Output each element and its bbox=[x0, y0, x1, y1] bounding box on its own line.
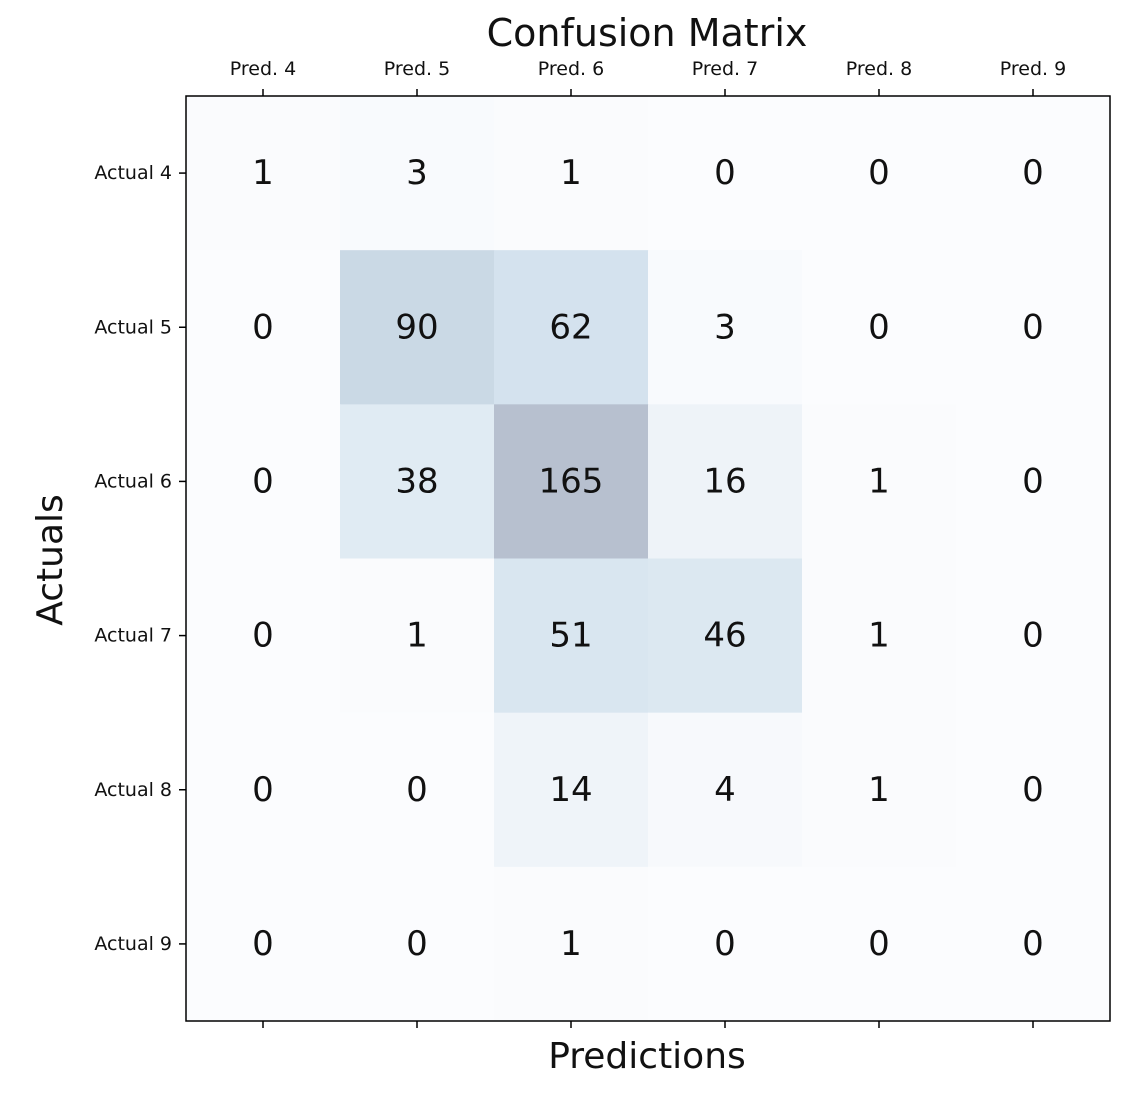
heatmap-cell bbox=[494, 712, 649, 868]
cell-value-label: 0 bbox=[714, 924, 736, 964]
cell-value-label: 0 bbox=[1022, 153, 1044, 193]
cell-value-label: 0 bbox=[1022, 307, 1044, 347]
heatmap-cell bbox=[494, 558, 649, 714]
cell-value-label: 51 bbox=[549, 616, 592, 656]
cell-value-label: 1 bbox=[252, 153, 274, 193]
y-tick-label: Actual 8 bbox=[94, 779, 172, 801]
x-tick-label: Pred. 5 bbox=[384, 58, 450, 80]
cell-value-label: 1 bbox=[560, 153, 582, 193]
x-tick-label: Pred. 7 bbox=[692, 58, 758, 80]
heatmap-cell bbox=[494, 404, 649, 559]
cell-value-label: 165 bbox=[539, 461, 604, 501]
heatmap-cell bbox=[802, 712, 957, 868]
x-tick-label: Pred. 6 bbox=[538, 58, 604, 80]
heatmap-cell bbox=[648, 712, 803, 868]
cell-value-label: 0 bbox=[406, 924, 428, 964]
heatmap-cell bbox=[648, 558, 803, 714]
chart-title: Confusion Matrix bbox=[487, 11, 808, 55]
cells-layer bbox=[186, 96, 1111, 1022]
heatmap-cell bbox=[186, 558, 341, 714]
heatmap-cell bbox=[186, 404, 341, 559]
heatmap-cell bbox=[340, 96, 495, 251]
heatmap-cell bbox=[494, 96, 649, 251]
heatmap-cell bbox=[648, 404, 803, 559]
cell-value-label: 0 bbox=[406, 770, 428, 810]
heatmap-cell bbox=[186, 866, 341, 1022]
y-axis-label: Actuals bbox=[30, 494, 71, 626]
cell-value-label: 0 bbox=[1022, 770, 1044, 810]
cell-value-label: 0 bbox=[1022, 924, 1044, 964]
heatmap-cell bbox=[186, 96, 341, 251]
heatmap-cell bbox=[956, 712, 1111, 868]
cell-value-label: 0 bbox=[714, 153, 736, 193]
cell-value-label: 1 bbox=[868, 461, 890, 501]
x-tick-label: Pred. 8 bbox=[846, 58, 912, 80]
cell-value-label: 46 bbox=[703, 616, 746, 656]
y-tick-label: Actual 5 bbox=[94, 316, 172, 338]
heatmap-cell bbox=[494, 250, 649, 405]
x-tick-label: Pred. 9 bbox=[1000, 58, 1066, 80]
cell-value-label: 0 bbox=[868, 307, 890, 347]
heatmap-cell bbox=[340, 712, 495, 868]
cell-value-label: 0 bbox=[1022, 461, 1044, 501]
cell-value-label: 38 bbox=[395, 461, 438, 501]
x-tick-label: Pred. 4 bbox=[230, 58, 296, 80]
heatmap-cell bbox=[956, 96, 1111, 251]
cell-value-label: 0 bbox=[252, 770, 274, 810]
cell-value-label: 0 bbox=[252, 924, 274, 964]
heatmap-cell bbox=[648, 866, 803, 1022]
cell-value-label: 14 bbox=[549, 770, 592, 810]
cell-value-label: 0 bbox=[252, 461, 274, 501]
ticks-layer: Pred. 4 Pred. 5 Pred. 6 Pred. 7 Pred. 8 Pred.… bbox=[94, 58, 1066, 1028]
cell-value-label: 3 bbox=[406, 153, 428, 193]
heatmap-cell bbox=[340, 250, 495, 405]
cell-value-label: 1 bbox=[868, 770, 890, 810]
cell-value-label: 62 bbox=[549, 307, 592, 347]
heatmap-cell bbox=[186, 250, 341, 405]
cell-value-label: 1 bbox=[868, 616, 890, 656]
cell-value-label: 0 bbox=[868, 153, 890, 193]
cell-value-label: 90 bbox=[395, 307, 438, 347]
cell-value-label: 0 bbox=[1022, 616, 1044, 656]
labels-layer: 1 3 1 0 0 0 0 90 62 3 0 0 0 38 165 16 1 0 0 1 51 46 1 0 0 0 14 4 1 0 0… bbox=[252, 153, 1044, 964]
x-axis-label: Predictions bbox=[548, 1036, 746, 1077]
heatmap-cell bbox=[648, 96, 803, 251]
cell-value-label: 1 bbox=[406, 616, 428, 656]
heatmap-cell bbox=[956, 404, 1111, 559]
y-tick-label: Actual 7 bbox=[94, 625, 172, 647]
heatmap-cell bbox=[802, 250, 957, 405]
cell-value-label: 16 bbox=[703, 461, 746, 501]
heatmap-cell bbox=[802, 866, 957, 1022]
y-tick-label: Actual 4 bbox=[94, 162, 172, 184]
heatmap-cell bbox=[494, 866, 649, 1022]
cell-value-label: 3 bbox=[714, 307, 736, 347]
cell-value-label: 1 bbox=[560, 924, 582, 964]
heatmap-cell bbox=[956, 558, 1111, 714]
cell-value-label: 0 bbox=[252, 616, 274, 656]
heatmap-cell bbox=[802, 404, 957, 559]
heatmap-cell bbox=[956, 866, 1111, 1022]
cell-value-label: 4 bbox=[714, 770, 736, 810]
plot-frame bbox=[185, 95, 1111, 1022]
heatmap-cell bbox=[802, 96, 957, 251]
heatmap-cell bbox=[340, 404, 495, 559]
heatmap-cell bbox=[340, 866, 495, 1022]
heatmap-cell bbox=[648, 250, 803, 405]
heatmap-cell bbox=[802, 558, 957, 714]
y-tick-label: Actual 9 bbox=[94, 933, 172, 955]
cell-value-label: 0 bbox=[252, 307, 274, 347]
y-tick-label: Actual 6 bbox=[94, 470, 172, 492]
cell-value-label: 0 bbox=[868, 924, 890, 964]
heatmap-cell bbox=[340, 558, 495, 714]
heatmap-cell bbox=[186, 712, 341, 868]
heatmap-cell bbox=[956, 250, 1111, 405]
